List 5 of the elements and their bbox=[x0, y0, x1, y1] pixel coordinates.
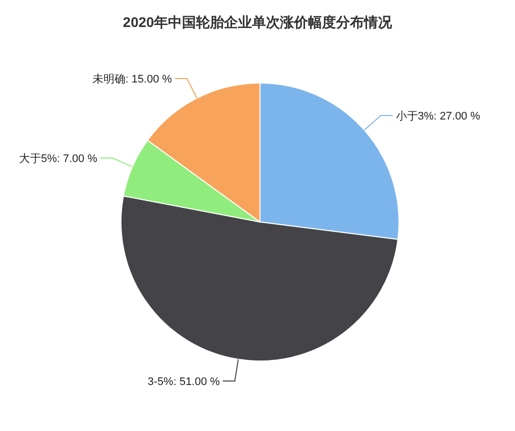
slice-label: 未明确: 15.00 % bbox=[92, 72, 172, 86]
slice-label: 3-5%: 51.00 % bbox=[148, 376, 220, 388]
chart-title: 2020年中国轮胎企业单次涨价幅度分布情况 bbox=[122, 14, 394, 30]
slice-label: 小于3%: 27.00 % bbox=[396, 110, 480, 123]
slice-label: 大于5%: 7.00 % bbox=[18, 152, 98, 166]
